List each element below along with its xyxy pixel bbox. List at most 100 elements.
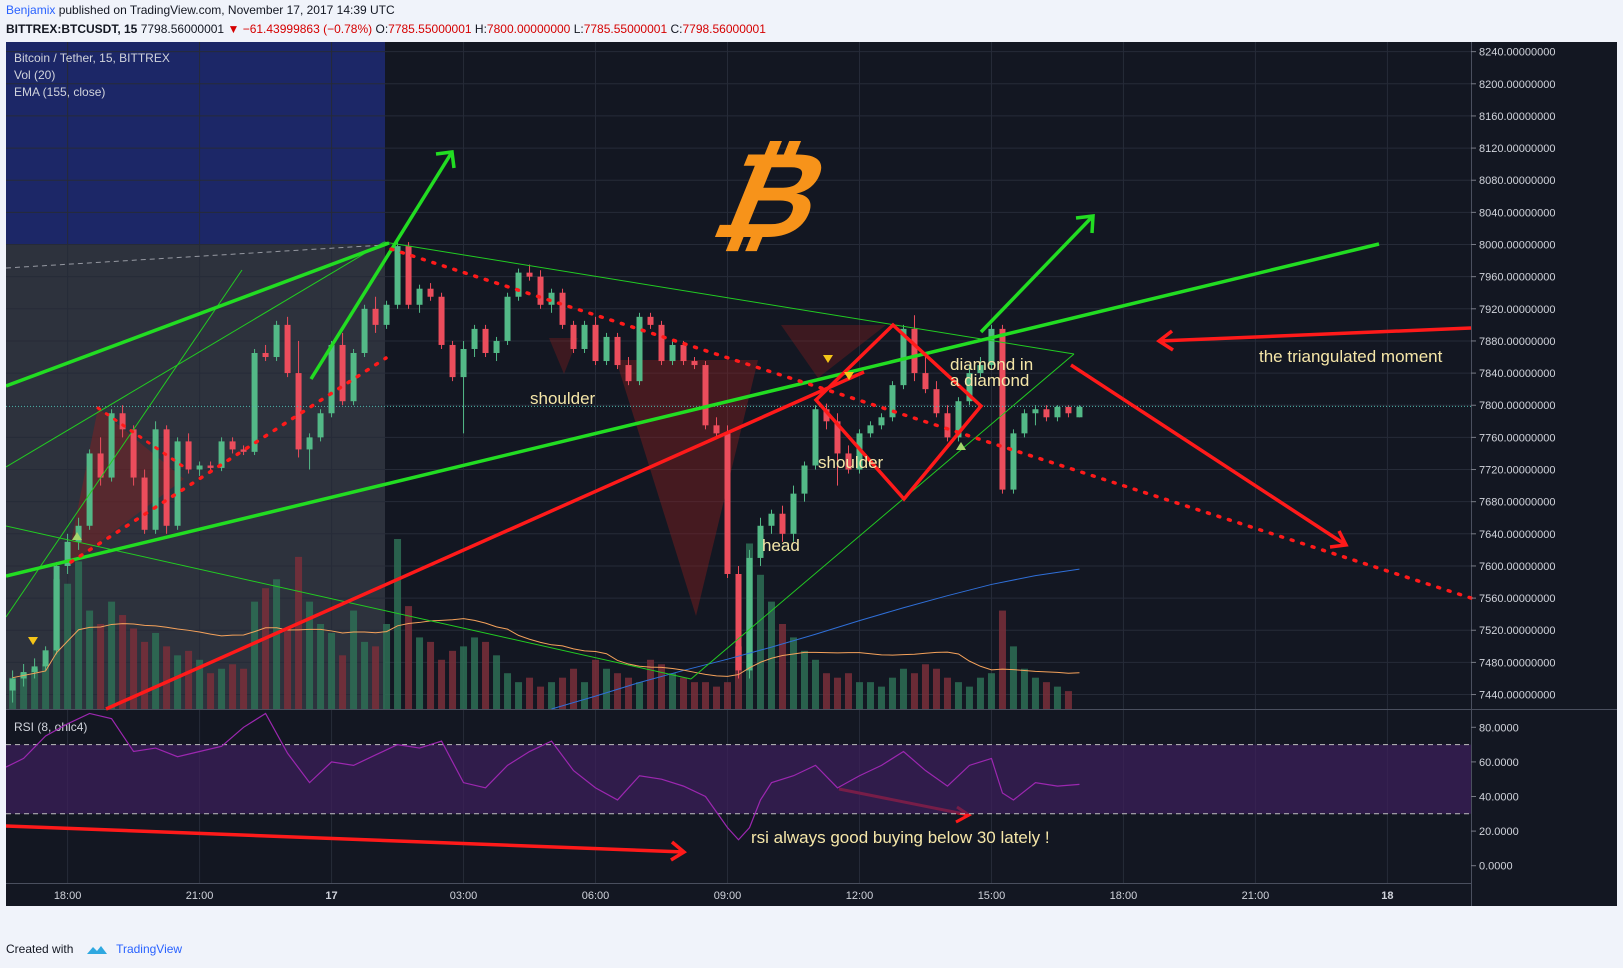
volume-bar [273,579,281,709]
candle-body [64,541,71,566]
volume-bar [526,677,534,709]
volume-bar [240,668,248,709]
volume-bar [493,655,501,709]
candle-body [196,465,203,470]
candle-body [592,324,599,362]
candle-body [911,328,918,374]
volume-bar [855,682,863,709]
candle-body [119,413,126,430]
volume-bar [262,588,270,709]
red-arrow-rsi [6,824,685,854]
volume-bar [471,637,479,709]
open-value: 7785.55000001 [388,22,472,36]
annotation-diamond-2: a diamond [950,371,1029,390]
volume-bar [669,673,677,709]
volume-bar [1053,686,1061,709]
time-tick-label: 21:00 [186,890,214,902]
time-tick-label: 12:00 [846,890,874,902]
candle-body [482,328,489,353]
high-value: 7800.00000000 [486,22,571,36]
volume-bar [998,610,1006,709]
green-trend-upper [6,241,390,388]
triangle-shoulder-right [781,325,886,378]
price-tick-label: 8000.00000000 [1479,240,1555,252]
candle-body [339,344,346,402]
volume-bar [844,673,852,709]
volume-bar [328,632,336,709]
volume-bar [965,686,973,709]
price-tick-label: 7600.00000000 [1479,561,1555,573]
candle-body [614,336,621,366]
candle-body [537,276,544,305]
candle-body [713,425,720,434]
price-tick-label: 8200.00000000 [1479,79,1555,91]
volume-bar [1064,691,1072,709]
volume-bar [1031,677,1039,709]
annotation-triangulated: the triangulated moment [1259,347,1443,366]
volume-bar [888,677,896,709]
down-arrow-icon: ▼ [227,22,240,36]
time-tick-label: 06:00 [582,890,610,902]
price-tick-label: 7720.00000000 [1479,465,1555,477]
volume-bar [130,628,138,709]
candle-body [790,493,797,534]
candle-body [438,296,445,345]
candle-body [999,328,1006,490]
candle-body [152,429,159,530]
volume-bar [317,624,325,709]
thin-green-line-4 [690,353,1075,680]
price-tick-label: 7520.00000000 [1479,625,1555,637]
volume-bar [383,624,391,709]
legend-ema: EMA (155, close) [14,85,105,99]
volume-bar [196,659,204,709]
volume-bar [702,682,710,709]
tradingview-logo-icon [86,945,107,954]
volume-bar [581,682,589,709]
red-dotted-support [69,356,388,564]
candle-body [130,429,137,478]
candle-body [581,324,588,349]
candle-body [218,441,225,468]
candle-body [1065,406,1072,414]
volume-bar [1020,668,1028,709]
candle-body [504,296,511,341]
volume-bar [592,659,600,709]
volume-bar [570,668,578,709]
annotation-shoulder-left: shoulder [530,389,596,408]
volume-bar [339,655,347,709]
candle-body [229,441,236,450]
price-axis-background [1472,42,1617,906]
volume-bar [75,561,83,709]
created-with-text: Created with [6,942,74,956]
author-link[interactable]: Benjamix [6,3,56,17]
volume-bar [460,646,468,709]
volume-bar [625,677,633,709]
green-arrow-1 [309,151,454,380]
volume-bar [767,601,775,709]
candle-body [317,413,324,438]
price-chart[interactable]: ₿ shoulder shoulder head diamond in a di… [6,42,1617,937]
price-tick-label: 7760.00000000 [1479,432,1555,444]
thin-green-line-1 [6,241,385,468]
candle-body [185,441,192,470]
candle-body [1076,406,1083,418]
candle-body [669,344,676,362]
green-arrow-2 [979,214,1095,334]
tradingview-link[interactable]: TradingView [116,942,183,956]
volume-bar [778,624,786,709]
candle-body [163,429,170,526]
volume-ma-line [12,618,1080,679]
candle-body [570,324,577,349]
volume-bar [20,673,28,709]
volume-bar [822,673,830,709]
volume-bar [680,677,688,709]
volume-bar [559,677,567,709]
time-tick-label: 03:00 [450,890,478,902]
volume-bar [954,682,962,709]
down-signal-icon [28,637,38,645]
red-dotted-resistance [389,247,1473,600]
triangle-left [66,408,184,567]
candle-body [922,373,929,390]
volume-bar [42,664,50,709]
volume-bar [361,641,369,709]
